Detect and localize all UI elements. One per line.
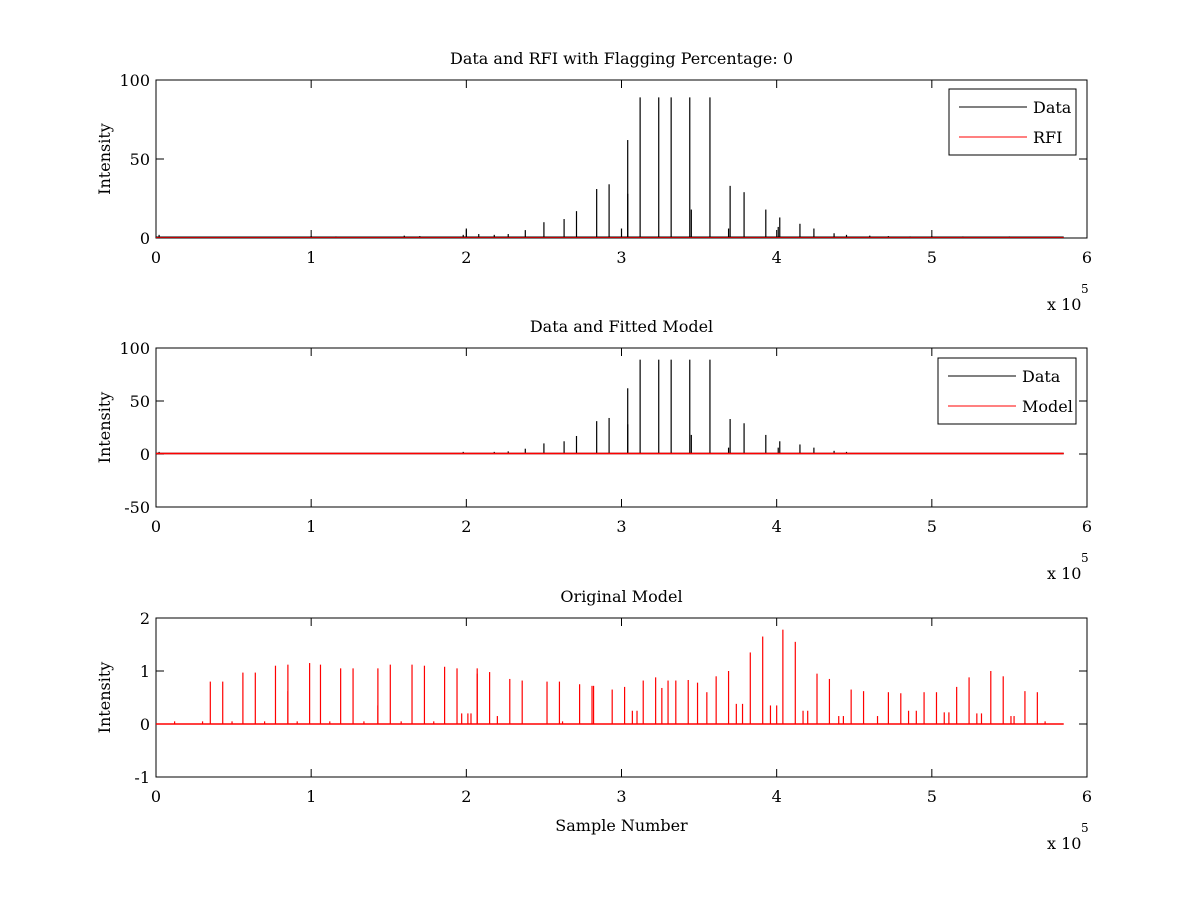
legend-box <box>937 357 1077 425</box>
chart-title: Original Model <box>560 587 682 606</box>
legend: Data Model <box>937 357 1077 425</box>
y-tick-label: 0 <box>140 715 150 734</box>
chart-panel-2: Data and Fitted Model Intensity 0 1 2 3 4 5 6 -50… <box>95 317 1092 583</box>
legend-label: RFI <box>1033 128 1062 147</box>
legend: Data RFI <box>948 88 1077 156</box>
x-tick-label: 4 <box>772 517 782 536</box>
series-data <box>156 359 1064 455</box>
x-tick-label: 0 <box>151 787 161 806</box>
series-data <box>156 97 1064 238</box>
x-tick-label: 2 <box>461 517 471 536</box>
y-axis-label: Intensity <box>95 123 114 195</box>
x-tick-label: 6 <box>1082 248 1092 267</box>
y-tick-label: 1 <box>140 662 150 681</box>
y-tick-label: 50 <box>130 392 150 411</box>
x-tick-label: 0 <box>151 517 161 536</box>
x-exponent-label: x 10 <box>1047 834 1081 853</box>
y-tick-label: 100 <box>119 339 150 358</box>
x-tick-label: 1 <box>306 787 316 806</box>
chart-panel-1: Data and RFI with Flagging Percentage: 0… <box>95 49 1092 314</box>
legend-label: Data <box>1022 367 1061 386</box>
axes-box <box>155 79 1088 239</box>
y-tick-label: -1 <box>134 768 150 787</box>
chart-panel-3: Original Model Intensity Sample Number 0 1 2 3… <box>95 587 1092 853</box>
x-axis-label: Sample Number <box>555 816 688 835</box>
x-exponent-power: 5 <box>1081 821 1089 835</box>
x-tick-label: 1 <box>306 248 316 267</box>
chart-title: Data and Fitted Model <box>530 317 713 336</box>
x-tick-label: 6 <box>1082 517 1092 536</box>
x-tick-label: 4 <box>772 248 782 267</box>
x-tick-label: 0 <box>151 248 161 267</box>
y-tick-label: 2 <box>140 609 150 628</box>
x-exponent-power: 5 <box>1081 551 1089 565</box>
series-model <box>156 629 1064 725</box>
y-tick-label: 0 <box>140 229 150 248</box>
plot-area <box>156 629 1064 725</box>
legend-label: Data <box>1033 98 1072 117</box>
x-tick-label: 5 <box>927 787 937 806</box>
x-exponent-power: 5 <box>1081 282 1089 296</box>
y-tick-label: 50 <box>130 150 150 169</box>
plot-area <box>156 97 1064 238</box>
legend-box <box>948 88 1077 156</box>
x-tick-label: 5 <box>927 248 937 267</box>
y-tick-label: 100 <box>119 71 150 90</box>
x-tick-label: 3 <box>616 787 626 806</box>
x-tick-label: 2 <box>461 787 471 806</box>
y-axis-label: Intensity <box>95 662 114 734</box>
x-tick-label: 3 <box>616 248 626 267</box>
legend-label: Model <box>1022 397 1073 416</box>
chart-title: Data and RFI with Flagging Percentage: 0 <box>450 49 793 68</box>
x-tick-label: 6 <box>1082 787 1092 806</box>
y-tick-label: 0 <box>140 445 150 464</box>
x-tick-label: 5 <box>927 517 937 536</box>
y-axis-label: Intensity <box>95 392 114 464</box>
x-exponent-label: x 10 <box>1047 295 1081 314</box>
x-tick-label: 1 <box>306 517 316 536</box>
axes-box <box>155 617 1088 778</box>
y-tick-label: -50 <box>124 498 150 517</box>
plot-area <box>156 359 1064 455</box>
x-tick-label: 3 <box>616 517 626 536</box>
x-tick-label: 2 <box>461 248 471 267</box>
x-tick-label: 4 <box>772 787 782 806</box>
x-exponent-label: x 10 <box>1047 564 1081 583</box>
